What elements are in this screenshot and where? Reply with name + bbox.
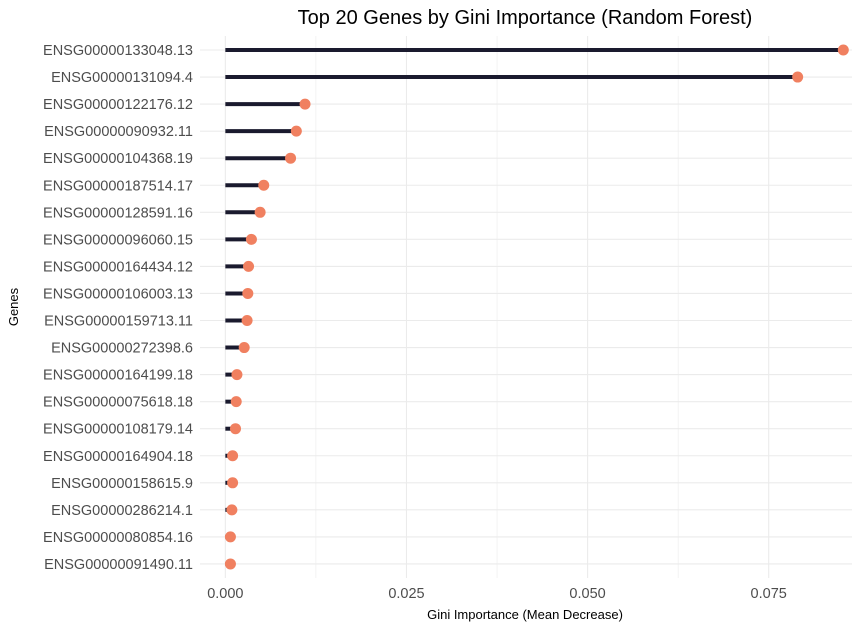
y-tick-label: ENSG00000164199.18 [43, 368, 193, 384]
point-layer [224, 44, 849, 570]
x-tick-label: 0.000 [207, 586, 243, 602]
y-tick-label: ENSG00000104368.19 [43, 151, 193, 167]
lollipop-point [792, 71, 804, 83]
y-tick-label: ENSG00000164904.18 [43, 449, 193, 465]
lollipop-point [242, 287, 254, 299]
y-tick-label: ENSG00000128591.16 [43, 205, 193, 221]
x-axis-title: Gini Importance (Mean Decrease) [427, 607, 623, 622]
x-tick-labels: 0.000 0.025 0.050 0.075 [207, 586, 787, 602]
lollipop-point [837, 44, 849, 56]
y-tick-label: ENSG00000122176.12 [43, 97, 193, 113]
y-tick-label: ENSG00000272398.6 [51, 341, 193, 357]
y-tick-label: ENSG00000158615.9 [51, 476, 193, 492]
y-axis-title: Genes [6, 287, 21, 326]
lollipop-point [227, 477, 239, 489]
lollipop-point [299, 98, 311, 110]
y-tick-label: ENSG00000090932.11 [44, 124, 193, 140]
lollipop-point [285, 152, 297, 164]
lollipop-point [254, 206, 266, 218]
lollipop-point [224, 558, 236, 570]
y-tick-label: ENSG00000108179.14 [43, 422, 193, 438]
lollipop-point [226, 504, 238, 516]
chart-title: Top 20 Genes by Gini Importance (Random … [298, 7, 753, 29]
y-tick-label: ENSG00000096060.15 [43, 232, 193, 248]
y-tick-labels: ENSG00000133048.13 ENSG00000131094.4 ENSG0… [43, 43, 193, 573]
x-tick-label: 0.075 [751, 586, 787, 602]
y-tick-label: ENSG00000159713.11 [44, 314, 193, 330]
lollipop-point [290, 125, 302, 137]
lollipop-point [230, 396, 242, 408]
x-tick-label: 0.050 [569, 586, 605, 602]
y-tick-label: ENSG00000106003.13 [43, 286, 193, 302]
lollipop-point [231, 369, 243, 381]
y-tick-label: ENSG00000133048.13 [43, 43, 193, 59]
y-tick-label: ENSG00000091490.11 [44, 557, 193, 573]
y-tick-label: ENSG00000080854.16 [43, 530, 193, 546]
lollipop-point [227, 450, 239, 462]
y-tick-label: ENSG00000187514.17 [43, 178, 193, 194]
y-tick-label: ENSG00000286214.1 [51, 503, 193, 519]
y-tick-label: ENSG00000131094.4 [51, 70, 193, 86]
lollipop-point [238, 342, 250, 354]
y-tick-label: ENSG00000164434.12 [43, 259, 193, 275]
grid-layer [200, 36, 852, 578]
lollipop-point [258, 179, 270, 191]
lollipop-point [229, 423, 241, 435]
lollipop-point [224, 531, 236, 543]
lollipop-point [245, 233, 257, 245]
x-tick-label: 0.025 [388, 586, 424, 602]
lollipop-point [243, 260, 255, 272]
stem-layer [225, 48, 844, 566]
y-tick-label: ENSG00000075618.18 [43, 395, 193, 411]
lollipop-point [241, 315, 253, 326]
